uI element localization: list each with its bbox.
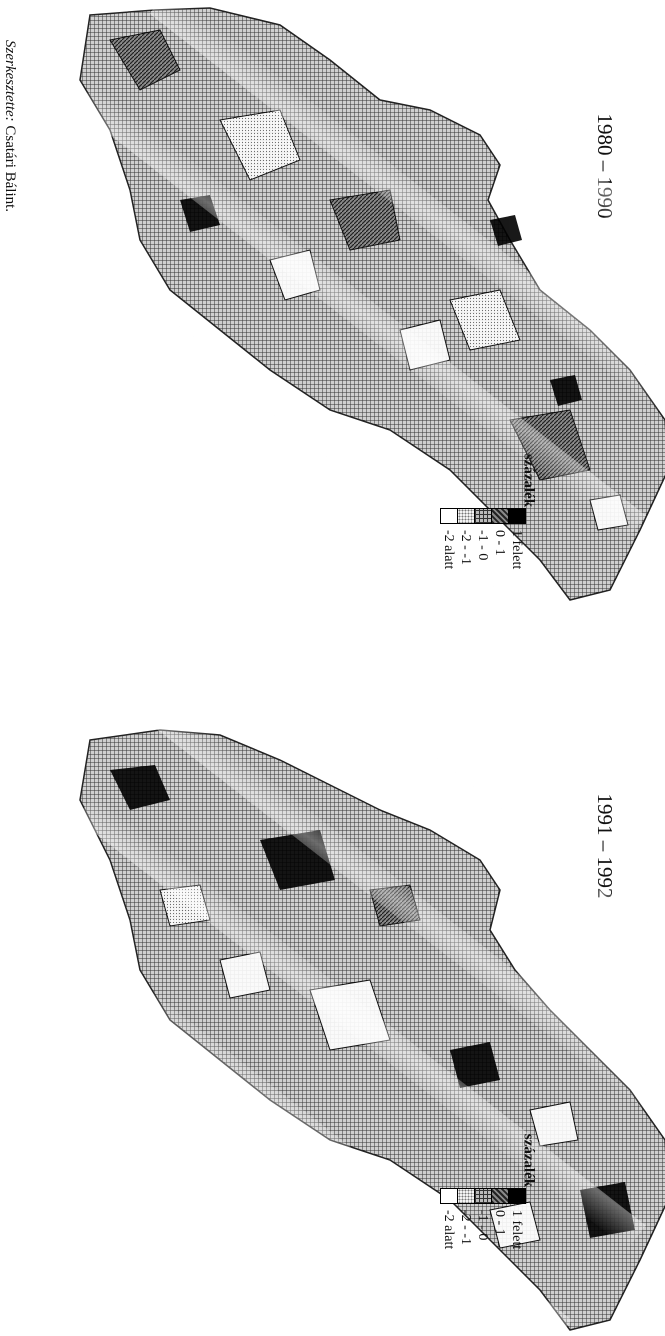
legend-swatch — [508, 1188, 526, 1204]
legend-label: -1 - 0 — [475, 530, 490, 561]
legend-label: 0 - 1 — [492, 1210, 507, 1236]
credit-name: Csatári Bálint. — [2, 125, 18, 213]
legend-label: 1 felett — [509, 530, 524, 570]
legend-1991-1992: százalék 1 felett 0 - 1 -1 - 0 -2 - -1 -2 ala… — [440, 1134, 548, 1280]
legend-label: 1 felett — [509, 1210, 524, 1250]
legend-swatch — [474, 1188, 492, 1204]
legend-swatch — [457, 508, 475, 524]
legend-label: -1 - 0 — [475, 1210, 490, 1241]
legend-label: -2 - -1 — [458, 530, 473, 565]
credit-label: Szerkesztette: — [2, 40, 18, 122]
legend-swatch — [508, 508, 526, 524]
legend-swatch — [474, 508, 492, 524]
legend-swatch — [491, 508, 509, 524]
legend-swatch — [440, 1188, 458, 1204]
shading-streaks — [70, 0, 665, 610]
legend-label: -2 - -1 — [458, 1210, 473, 1245]
shading-streaks — [70, 690, 665, 1336]
legend-swatch — [491, 1188, 509, 1204]
legend-label: -2 alatt — [441, 1210, 456, 1250]
legend-label: 0 - 1 — [492, 530, 507, 556]
legend-1980-1990: százalék 1 felett 0 - 1 -1 - 0 -2 - -1 -2 ala… — [440, 454, 548, 590]
choropleth-map-1991-1992 — [70, 690, 665, 1336]
map-credit: Szerkesztette: Csatári Bálint. — [0, 40, 20, 212]
legend-swatch — [440, 508, 458, 524]
legend-label: -2 alatt — [441, 530, 456, 570]
legend-swatch — [457, 1188, 475, 1204]
choropleth-map-1980-1990 — [70, 0, 665, 610]
